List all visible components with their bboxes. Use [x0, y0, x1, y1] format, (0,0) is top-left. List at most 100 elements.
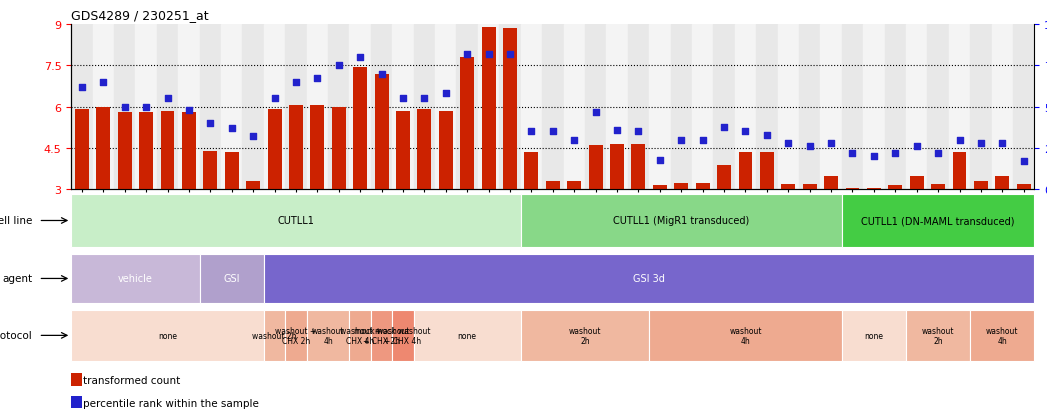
- Text: none: none: [865, 331, 884, 340]
- Point: [395, 96, 411, 102]
- Text: cell line: cell line: [0, 216, 32, 226]
- Point: [138, 104, 155, 111]
- Bar: [393, 25, 414, 190]
- Bar: [268, 110, 282, 190]
- Bar: [567, 182, 581, 190]
- Bar: [670, 25, 692, 190]
- Bar: [520, 310, 649, 361]
- Bar: [778, 25, 799, 190]
- Bar: [160, 112, 175, 190]
- Bar: [285, 25, 307, 190]
- Point: [73, 84, 90, 91]
- Bar: [563, 25, 585, 190]
- Bar: [71, 25, 92, 190]
- Bar: [436, 25, 456, 190]
- Bar: [846, 189, 860, 190]
- Bar: [203, 152, 218, 190]
- Bar: [439, 112, 452, 190]
- Bar: [285, 310, 307, 361]
- Bar: [200, 25, 221, 190]
- Bar: [418, 110, 431, 190]
- Bar: [842, 310, 906, 361]
- Point: [202, 121, 219, 127]
- Point: [309, 76, 326, 83]
- Bar: [996, 176, 1009, 190]
- Bar: [414, 310, 520, 361]
- Bar: [992, 25, 1013, 190]
- Point: [438, 91, 454, 97]
- Point: [651, 157, 668, 164]
- Bar: [649, 25, 670, 190]
- Bar: [717, 165, 731, 190]
- Bar: [545, 182, 560, 190]
- Point: [673, 137, 690, 144]
- Point: [630, 129, 647, 135]
- Point: [481, 51, 497, 58]
- Point: [694, 137, 711, 144]
- Bar: [781, 185, 796, 190]
- Point: [116, 104, 133, 111]
- Bar: [307, 25, 328, 190]
- Point: [823, 140, 840, 147]
- Bar: [461, 58, 474, 190]
- Bar: [71, 396, 82, 408]
- Bar: [307, 310, 350, 361]
- Bar: [328, 25, 350, 190]
- Point: [352, 55, 369, 61]
- Bar: [760, 153, 774, 190]
- Bar: [928, 25, 949, 190]
- Bar: [674, 183, 688, 190]
- Bar: [332, 107, 346, 190]
- Bar: [71, 254, 200, 304]
- Point: [245, 134, 262, 140]
- Bar: [735, 25, 756, 190]
- Bar: [310, 106, 325, 190]
- Bar: [821, 25, 842, 190]
- Bar: [738, 153, 753, 190]
- Bar: [477, 25, 499, 190]
- Bar: [200, 254, 264, 304]
- Point: [887, 150, 904, 157]
- Bar: [606, 25, 628, 190]
- Point: [801, 144, 818, 150]
- Bar: [182, 113, 196, 190]
- Bar: [842, 195, 1034, 247]
- Bar: [520, 25, 542, 190]
- Bar: [289, 106, 303, 190]
- Bar: [649, 310, 842, 361]
- Bar: [695, 183, 710, 190]
- Point: [180, 107, 197, 114]
- Bar: [1013, 25, 1034, 190]
- Text: GSI: GSI: [223, 274, 240, 284]
- Bar: [867, 189, 881, 190]
- Bar: [525, 153, 538, 190]
- Text: mock washout
+ CHX 4h: mock washout + CHX 4h: [375, 326, 430, 345]
- Bar: [971, 25, 992, 190]
- Point: [95, 79, 112, 86]
- Bar: [482, 28, 495, 190]
- Text: washout
4h: washout 4h: [312, 326, 344, 345]
- Text: CUTLL1 (DN-MAML transduced): CUTLL1 (DN-MAML transduced): [862, 216, 1015, 226]
- Bar: [1017, 185, 1030, 190]
- Bar: [353, 67, 367, 190]
- Text: none: none: [158, 331, 177, 340]
- Point: [416, 96, 432, 102]
- Point: [587, 109, 604, 116]
- Bar: [221, 25, 243, 190]
- Text: washout
4h: washout 4h: [986, 326, 1019, 345]
- Point: [331, 63, 348, 69]
- Text: GSI 3d: GSI 3d: [633, 274, 665, 284]
- Bar: [350, 310, 371, 361]
- Bar: [456, 25, 477, 190]
- Bar: [824, 176, 838, 190]
- Bar: [863, 25, 885, 190]
- Bar: [71, 373, 82, 386]
- Point: [758, 132, 775, 139]
- Bar: [393, 310, 414, 361]
- Bar: [949, 25, 971, 190]
- Text: washout +
CHX 4h: washout + CHX 4h: [339, 326, 381, 345]
- Point: [266, 96, 283, 102]
- Point: [866, 154, 883, 160]
- Text: washout 2h: washout 2h: [252, 331, 296, 340]
- Bar: [71, 310, 264, 361]
